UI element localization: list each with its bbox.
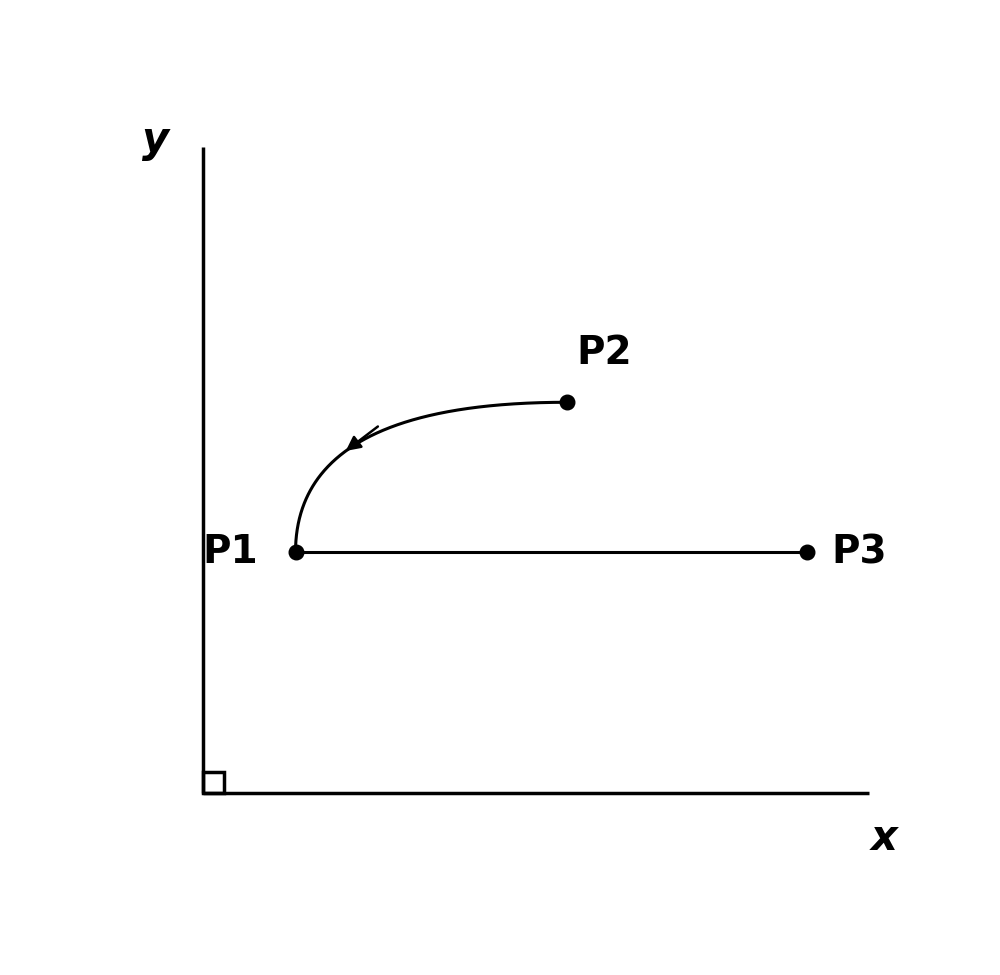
Bar xyxy=(202,771,224,793)
Point xyxy=(559,395,575,410)
Text: y: y xyxy=(142,119,170,161)
Text: P2: P2 xyxy=(576,334,632,372)
Text: P3: P3 xyxy=(832,533,887,571)
Point xyxy=(288,545,304,561)
Point xyxy=(799,545,815,561)
Text: x: x xyxy=(871,817,898,859)
Text: P1: P1 xyxy=(203,533,258,571)
